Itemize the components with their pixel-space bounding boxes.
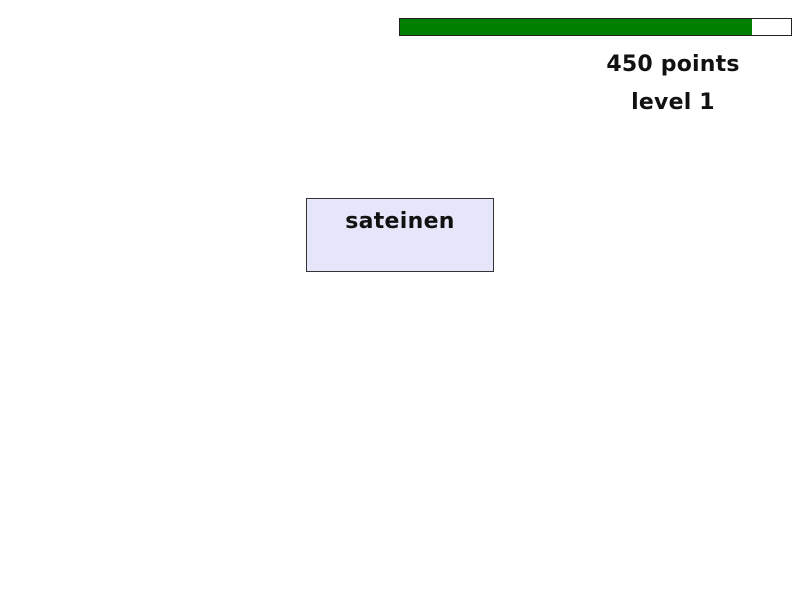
word-card[interactable]: sateinen [306, 198, 494, 272]
progress-bar [399, 18, 792, 36]
progress-bar-fill [400, 19, 752, 35]
score-display: 450 points [606, 52, 740, 77]
level-display: level 1 [631, 90, 715, 115]
word-text: sateinen [345, 209, 455, 234]
